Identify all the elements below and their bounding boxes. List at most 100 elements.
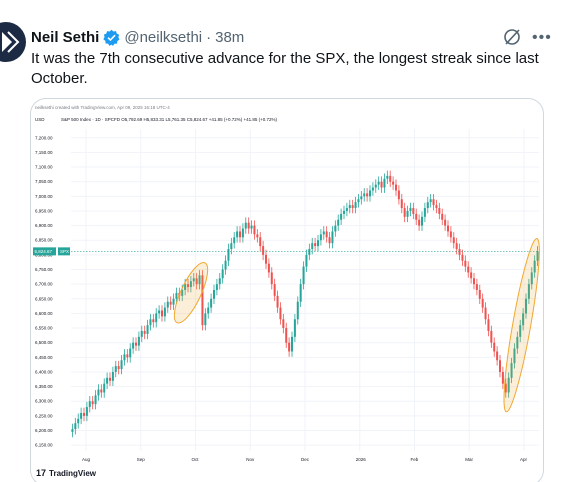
candle-body bbox=[285, 328, 288, 343]
candle-body bbox=[259, 237, 262, 247]
candle-body bbox=[368, 190, 372, 197]
verified-badge-icon bbox=[103, 29, 120, 46]
candle-body bbox=[478, 290, 481, 299]
candle-body bbox=[418, 219, 421, 226]
y-tick-label: 6,600.00 bbox=[35, 311, 53, 316]
y-tick-label: 7,150.00 bbox=[35, 150, 53, 155]
candle-body bbox=[305, 254, 308, 267]
more-icon[interactable]: ••• bbox=[532, 29, 552, 46]
candle-body bbox=[273, 284, 276, 296]
overlays: 5,824.67 SPX bbox=[33, 237, 540, 413]
y-tick-label: 6,300.00 bbox=[35, 399, 53, 404]
candle-body bbox=[218, 278, 221, 285]
y-tick-label: 6,150.00 bbox=[35, 443, 53, 448]
candle-body bbox=[120, 360, 123, 370]
candle-body bbox=[366, 193, 369, 197]
candle-body bbox=[143, 330, 146, 334]
grok-icon[interactable] bbox=[502, 27, 522, 47]
x-tick-label: Nov bbox=[246, 457, 255, 462]
candle-body bbox=[383, 178, 386, 188]
tweet-time[interactable]: 38m bbox=[215, 28, 245, 46]
candle-body bbox=[429, 199, 432, 203]
candle-body bbox=[311, 243, 314, 250]
candle-body bbox=[134, 342, 138, 346]
candle-body bbox=[299, 284, 302, 302]
candle-body bbox=[374, 184, 377, 188]
candle-body bbox=[357, 199, 360, 203]
candle-body bbox=[241, 228, 244, 238]
candle-body bbox=[244, 222, 247, 229]
chart-image-card[interactable]: neilksethi created with TradingView.com,… bbox=[30, 98, 544, 482]
candle-body bbox=[108, 377, 112, 381]
candle-body bbox=[140, 330, 143, 337]
y-tick-label: 7,100.00 bbox=[35, 165, 53, 170]
author-handle[interactable]: @neilksethi bbox=[124, 28, 203, 46]
candle-body bbox=[204, 313, 207, 326]
candle-body bbox=[189, 281, 192, 288]
avatar[interactable] bbox=[0, 22, 26, 62]
author-name[interactable]: Neil Sethi bbox=[31, 28, 100, 46]
tradingview-brand: TradingView bbox=[49, 468, 96, 478]
candle-body bbox=[250, 225, 253, 229]
candle-body bbox=[111, 371, 114, 381]
tradingview-logo: 17 TradingView bbox=[36, 467, 96, 479]
candle-body bbox=[195, 278, 198, 285]
candle-body bbox=[438, 208, 441, 214]
candle-body bbox=[446, 225, 450, 232]
candle-body bbox=[181, 290, 184, 296]
x-tick-label: Dec bbox=[301, 457, 310, 462]
candle-body bbox=[85, 407, 88, 416]
candle-body bbox=[409, 208, 412, 211]
candle-body bbox=[522, 313, 525, 326]
candle-body bbox=[524, 298, 528, 314]
candle-body bbox=[426, 202, 429, 209]
y-tick-label: 6,750.00 bbox=[35, 267, 53, 272]
candle-body bbox=[397, 190, 400, 200]
candle-body bbox=[308, 249, 311, 255]
tweet-header: Neil Sethi @neilksethi · 38m ••• It was … bbox=[0, 0, 567, 100]
candle-body bbox=[452, 237, 455, 244]
candle-body bbox=[155, 313, 158, 323]
y-tick-label: 6,700.00 bbox=[35, 282, 53, 287]
last-price-badge bbox=[33, 247, 56, 256]
candle-body bbox=[470, 272, 473, 279]
x-tick-label: Aug bbox=[82, 457, 91, 462]
candle-body bbox=[527, 284, 530, 299]
candle-body bbox=[449, 231, 452, 238]
x-tick-label: 2026 bbox=[356, 457, 367, 462]
candle-body bbox=[82, 412, 86, 416]
candle-body bbox=[152, 319, 155, 323]
candle-body bbox=[455, 243, 458, 250]
candle-body bbox=[533, 260, 536, 273]
candle-body bbox=[267, 263, 270, 273]
candle-body bbox=[114, 366, 117, 372]
candle-body bbox=[88, 401, 91, 408]
candle-body bbox=[253, 225, 256, 235]
candle-body bbox=[210, 298, 213, 308]
candle-body bbox=[400, 199, 403, 209]
candle-body bbox=[262, 246, 265, 255]
candle-body bbox=[464, 260, 467, 267]
candle-body bbox=[279, 307, 282, 320]
candles bbox=[71, 170, 539, 438]
candle-body bbox=[288, 342, 291, 352]
candle-body bbox=[290, 336, 294, 352]
candle-body bbox=[348, 205, 351, 209]
candle-body bbox=[296, 301, 299, 320]
y-tick-label: 7,050.00 bbox=[35, 179, 53, 184]
candle-body bbox=[71, 429, 74, 432]
candle-body bbox=[441, 213, 444, 220]
candle-body bbox=[247, 222, 250, 229]
candle-body bbox=[458, 249, 461, 255]
candle-body bbox=[316, 240, 320, 247]
candle-body bbox=[467, 266, 470, 273]
candle-body bbox=[198, 275, 201, 285]
candle-body bbox=[169, 301, 172, 305]
candle-body bbox=[334, 225, 337, 232]
candle-body bbox=[123, 354, 126, 361]
candle-body bbox=[360, 196, 363, 200]
candle-body bbox=[513, 348, 516, 364]
candle-body bbox=[328, 237, 331, 244]
candle-body bbox=[314, 243, 317, 247]
x-axis: Aug Sep Oct Nov Dec 2026 Feb Mar Apr bbox=[82, 129, 528, 462]
